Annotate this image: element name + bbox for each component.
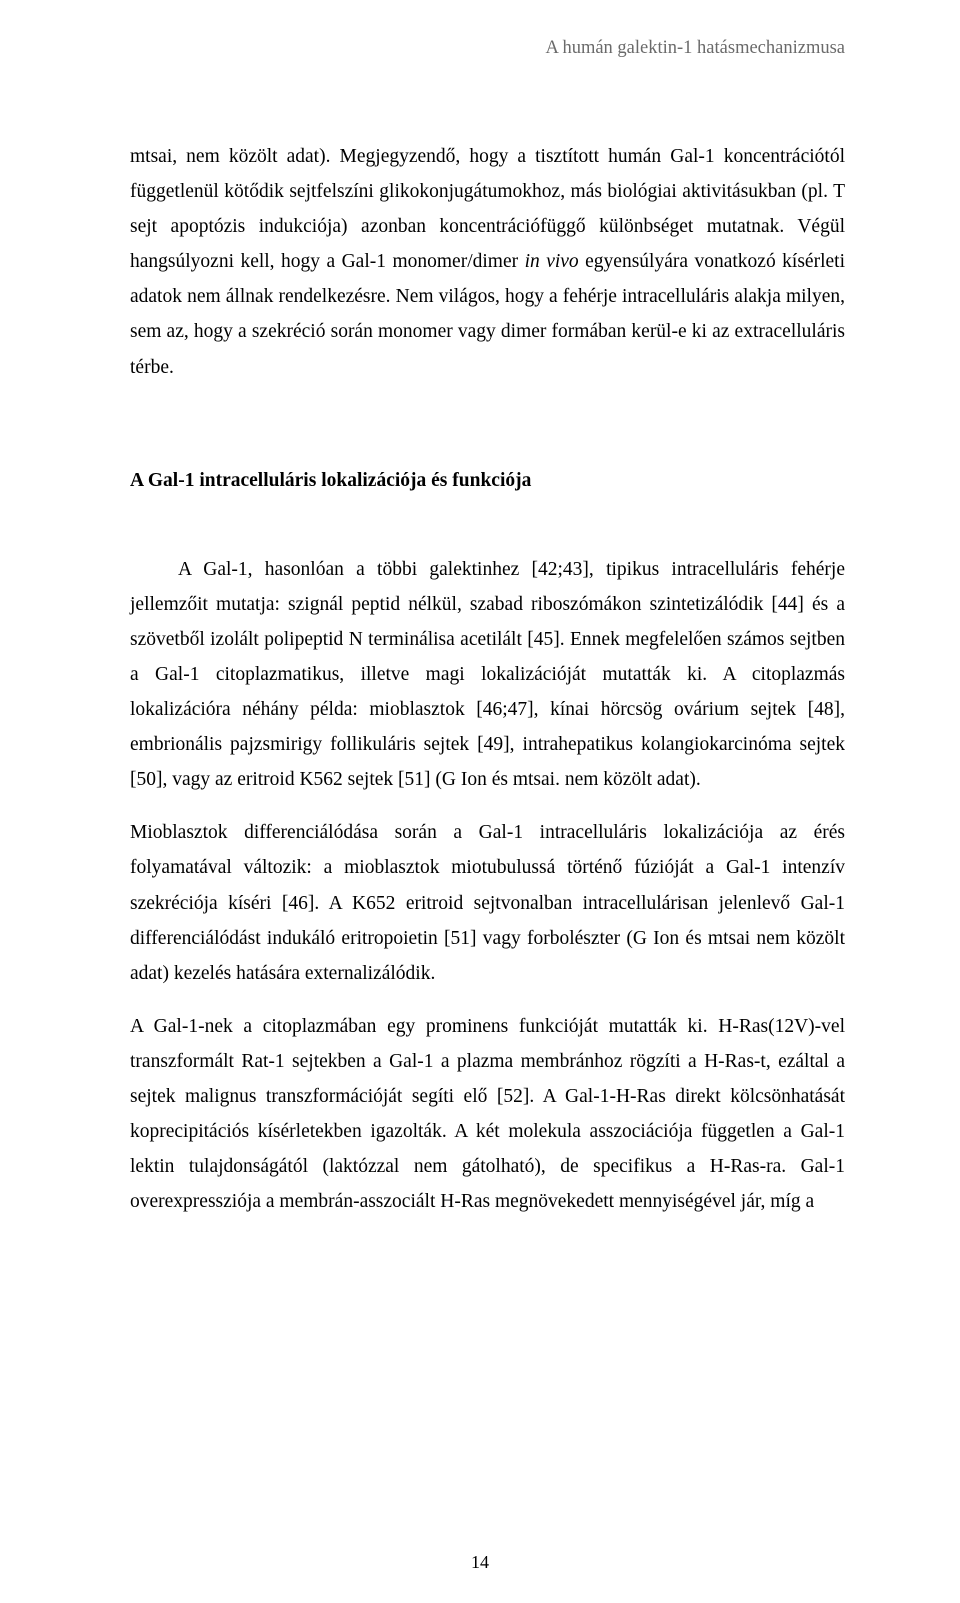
document-page: A humán galektin-1 hatásmechanizmusa mts… <box>0 0 960 1603</box>
paragraph-2: A Gal-1, hasonlóan a többi galektinhez [… <box>130 552 845 798</box>
paragraph-4: A Gal-1-nek a citoplazmában egy prominen… <box>130 1009 845 1220</box>
section-heading: A Gal-1 intracelluláris lokalizációja és… <box>130 470 845 492</box>
paragraph-1: mtsai, nem közölt adat). Megjegyzendő, h… <box>130 139 845 385</box>
running-header: A humán galektin-1 hatásmechanizmusa <box>130 38 845 59</box>
paragraph-3: Mioblasztok differenciálódása során a Ga… <box>130 815 845 990</box>
paragraph-1-italic: in vivo <box>525 251 579 272</box>
page-number: 14 <box>0 1552 960 1573</box>
